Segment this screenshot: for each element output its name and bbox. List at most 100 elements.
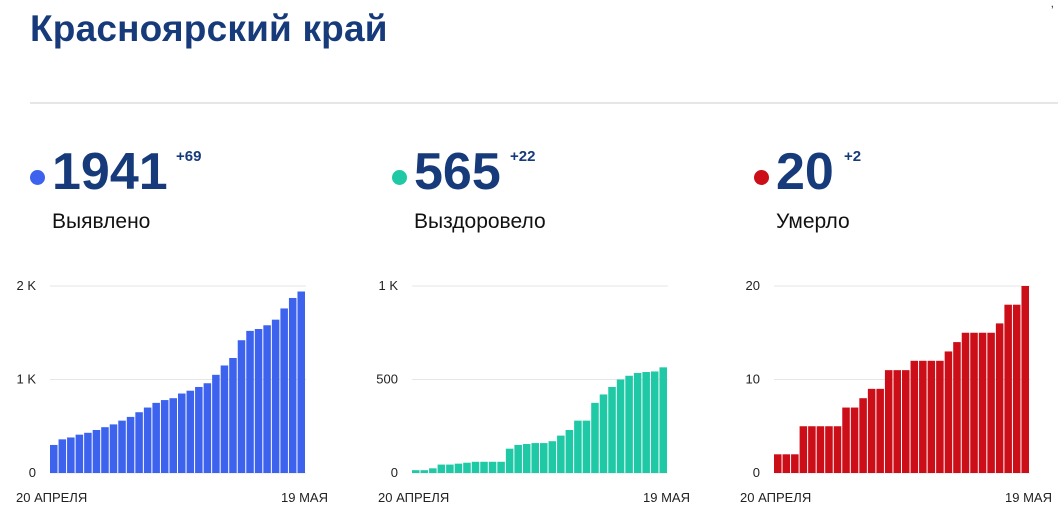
recovered-bar [582, 420, 591, 473]
deaths-bar [791, 454, 799, 473]
recovered-bar [650, 371, 659, 473]
deaths-bar [850, 407, 859, 473]
deaths-bar [842, 407, 850, 473]
confirmed-bar [84, 432, 92, 473]
deaths-bar [833, 426, 842, 473]
confirmed-bar [220, 365, 229, 473]
confirmed-caption: Выявлено [52, 210, 151, 233]
deaths-bar [910, 360, 919, 473]
confirmed-bar [75, 434, 84, 473]
confirmed-bar [169, 398, 177, 473]
deaths-bar [970, 332, 978, 473]
deaths-bar [808, 426, 816, 473]
confirmed-bar [92, 429, 101, 473]
recovered-bar [497, 461, 505, 473]
deaths-bar [1004, 304, 1012, 473]
recovered-bar [591, 402, 599, 473]
recovered-bar [557, 435, 565, 473]
recovered-delta: +22 [510, 148, 536, 165]
recovered-bar [540, 443, 548, 473]
deaths-bar [799, 426, 808, 473]
deaths-bar [944, 351, 953, 473]
confirmed-bar [263, 325, 271, 473]
recovered-bar [463, 462, 471, 473]
deaths-total: 20 [776, 143, 834, 201]
deaths-bar [978, 332, 987, 473]
confirmed-bar [271, 319, 280, 473]
recovered-bar [437, 464, 446, 473]
confirmed-bar [203, 383, 212, 473]
deaths-bar [782, 454, 791, 473]
confirmed-bar [246, 330, 254, 473]
deaths-y-tick-label: 10 [746, 372, 760, 387]
deaths-y-tick-label: 20 [746, 278, 760, 293]
recovered-bar [446, 464, 454, 473]
recovered-bar [488, 461, 497, 473]
confirmed-bar [160, 400, 169, 473]
confirmed-y-tick-label: 0 [29, 465, 36, 480]
recovered-caption: Выздоровело [414, 210, 546, 233]
recovered-total: 565 [414, 143, 501, 201]
deaths-bar [953, 342, 961, 473]
deaths-dot-icon [754, 170, 769, 185]
deaths-chart: 0 10 20 20 АПРЕЛЯ 19 МАЯ [740, 278, 1052, 505]
deaths-caption: Умерло [776, 210, 850, 233]
recovered-bar [633, 372, 642, 473]
recovered-bar [531, 443, 539, 473]
confirmed-bar [195, 386, 203, 473]
page-title: Красноярский край [30, 8, 388, 49]
recovered-bar [616, 379, 625, 473]
recovered-y-tick-label: 0 [391, 465, 398, 480]
recovered-chart: 0 500 1 K 20 АПРЕЛЯ 19 МАЯ [376, 278, 690, 505]
confirmed-bar [135, 412, 143, 473]
confirmed-bar [101, 427, 109, 473]
deaths-bar [961, 332, 970, 473]
confirmed-bar [58, 439, 67, 473]
deaths-bar [995, 323, 1004, 473]
confirmed-x-start-label: 20 АПРЕЛЯ [16, 490, 87, 505]
panel-recovered: 565 +22 Выздоровело 0 500 1 K 20 АПРЕЛЯ 19 М… [376, 140, 722, 520]
recovered-bar [480, 461, 488, 473]
recovered-bar [565, 429, 574, 473]
confirmed-bar [288, 297, 297, 473]
confirmed-bar [143, 407, 152, 473]
deaths-bar [876, 388, 884, 473]
corner-mark: , [1050, 0, 1054, 10]
deaths-bar [774, 454, 782, 473]
confirmed-delta: +69 [176, 148, 202, 165]
confirmed-y-tick-label: 2 K [16, 278, 36, 293]
deaths-bar [1021, 286, 1029, 473]
deaths-bar [825, 426, 833, 473]
recovered-bar [659, 367, 667, 473]
confirmed-bar [186, 390, 195, 473]
confirmed-bar [237, 340, 246, 473]
confirmed-bar [126, 416, 135, 473]
confirmed-bar [229, 357, 237, 473]
recovered-x-end-label: 19 МАЯ [643, 490, 690, 505]
recovered-y-tick-label: 1 K [378, 278, 398, 293]
recovered-bar [522, 444, 531, 473]
confirmed-bar [178, 393, 186, 473]
recovered-bar [574, 420, 582, 473]
panel-confirmed: 1941 +69 Выявлено 0 1 K 2 K 20 АПРЕЛЯ 19 МАЯ [16, 140, 360, 520]
confirmed-y-tick-label: 1 K [16, 372, 36, 387]
deaths-bar [816, 426, 825, 473]
recovered-bar [599, 394, 608, 473]
deaths-bar [919, 360, 927, 473]
recovered-bar [642, 372, 650, 473]
recovered-bar [412, 470, 420, 473]
recovered-bar [420, 470, 429, 473]
confirmed-bar [212, 374, 220, 473]
deaths-delta: +2 [844, 148, 862, 165]
recovered-bar [514, 444, 522, 473]
deaths-x-end-label: 19 МАЯ [1005, 490, 1052, 505]
recovered-bar [454, 463, 463, 473]
header-divider [30, 102, 1058, 104]
deaths-bar [927, 360, 936, 473]
deaths-bar [1012, 304, 1021, 473]
confirmed-bar [109, 424, 118, 473]
confirmed-bar [254, 329, 263, 473]
confirmed-bar [50, 444, 58, 473]
confirmed-bar [280, 308, 288, 473]
confirmed-dot-icon [30, 170, 45, 185]
